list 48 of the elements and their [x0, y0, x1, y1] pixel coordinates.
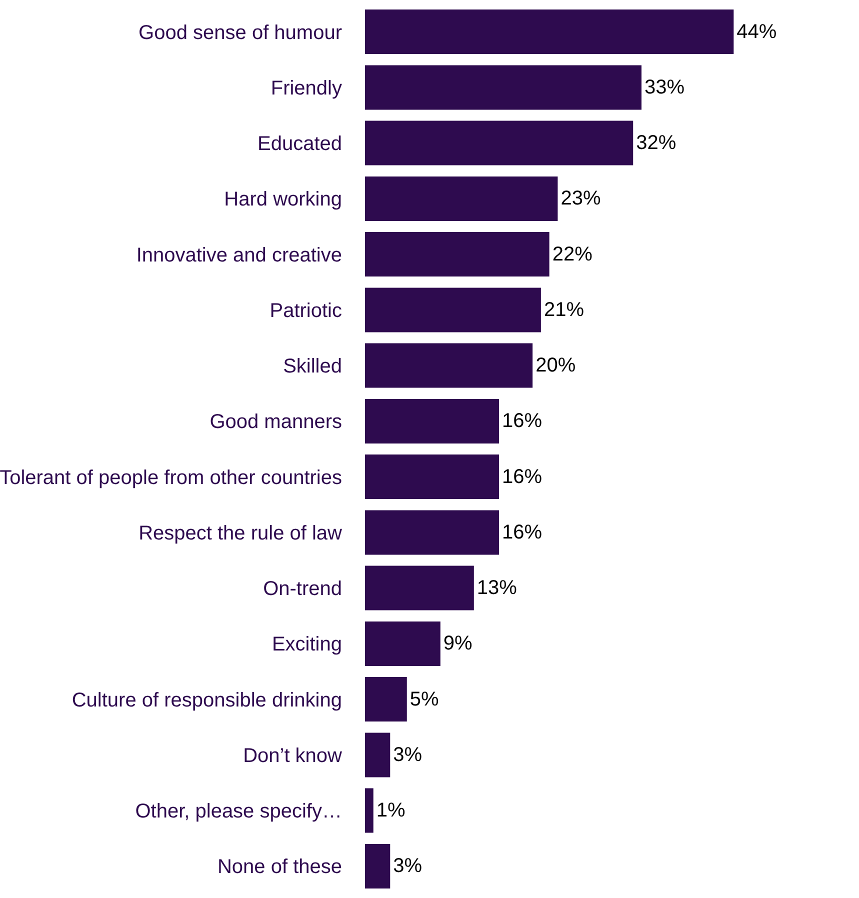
data-label: 21% — [544, 298, 584, 321]
y-tick-label: On-trend — [263, 578, 342, 600]
data-label: 16% — [502, 466, 542, 488]
data-label: 1% — [376, 800, 406, 822]
y-tick-label: Don’t know — [243, 744, 343, 767]
y-tick-label: Patriotic — [270, 300, 342, 322]
bar — [365, 232, 550, 277]
data-label: 3% — [393, 855, 422, 878]
data-label: 5% — [410, 688, 440, 710]
y-tick-label: Skilled — [283, 356, 342, 378]
data-label: 44% — [736, 20, 777, 43]
bar — [365, 343, 533, 388]
bar — [365, 510, 500, 555]
y-tick-label: Exciting — [272, 634, 342, 656]
data-label: 16% — [502, 410, 542, 432]
y-tick-label: Other, please specify… — [135, 800, 342, 823]
data-label: 20% — [536, 354, 576, 377]
y-tick-label: Good sense of humour — [138, 22, 342, 44]
bar — [365, 176, 558, 221]
y-tick-label: Tolerant of people from other countries — [0, 466, 342, 489]
bar — [365, 10, 734, 54]
data-label: 32% — [636, 132, 676, 154]
y-tick-label: Culture of responsible drinking — [72, 689, 342, 712]
data-label: 13% — [476, 577, 518, 600]
data-label: 33% — [644, 76, 685, 98]
data-label: 22% — [552, 243, 593, 266]
bar — [365, 621, 440, 666]
data-label: 9% — [443, 632, 473, 655]
bar — [365, 288, 541, 332]
bar — [365, 65, 642, 110]
data-label: 16% — [502, 521, 542, 544]
bar — [365, 788, 374, 833]
bar — [365, 398, 500, 444]
y-tick-label: Hard working — [224, 188, 342, 211]
bar — [365, 120, 634, 166]
y-tick-label: Friendly — [270, 77, 342, 100]
bar — [365, 844, 390, 888]
bar — [365, 732, 390, 778]
y-tick-label: None of these — [217, 856, 342, 878]
y-tick-label: Innovative and creative — [136, 244, 342, 266]
data-label: 23% — [560, 188, 601, 210]
y-tick-label: Educated — [257, 133, 342, 156]
y-tick-label: Good manners — [210, 411, 342, 434]
data-label: 3% — [393, 744, 422, 766]
y-tick-label: Respect the rule of law — [138, 522, 343, 544]
bar — [365, 677, 407, 722]
bar — [365, 566, 474, 610]
bar — [365, 454, 500, 500]
